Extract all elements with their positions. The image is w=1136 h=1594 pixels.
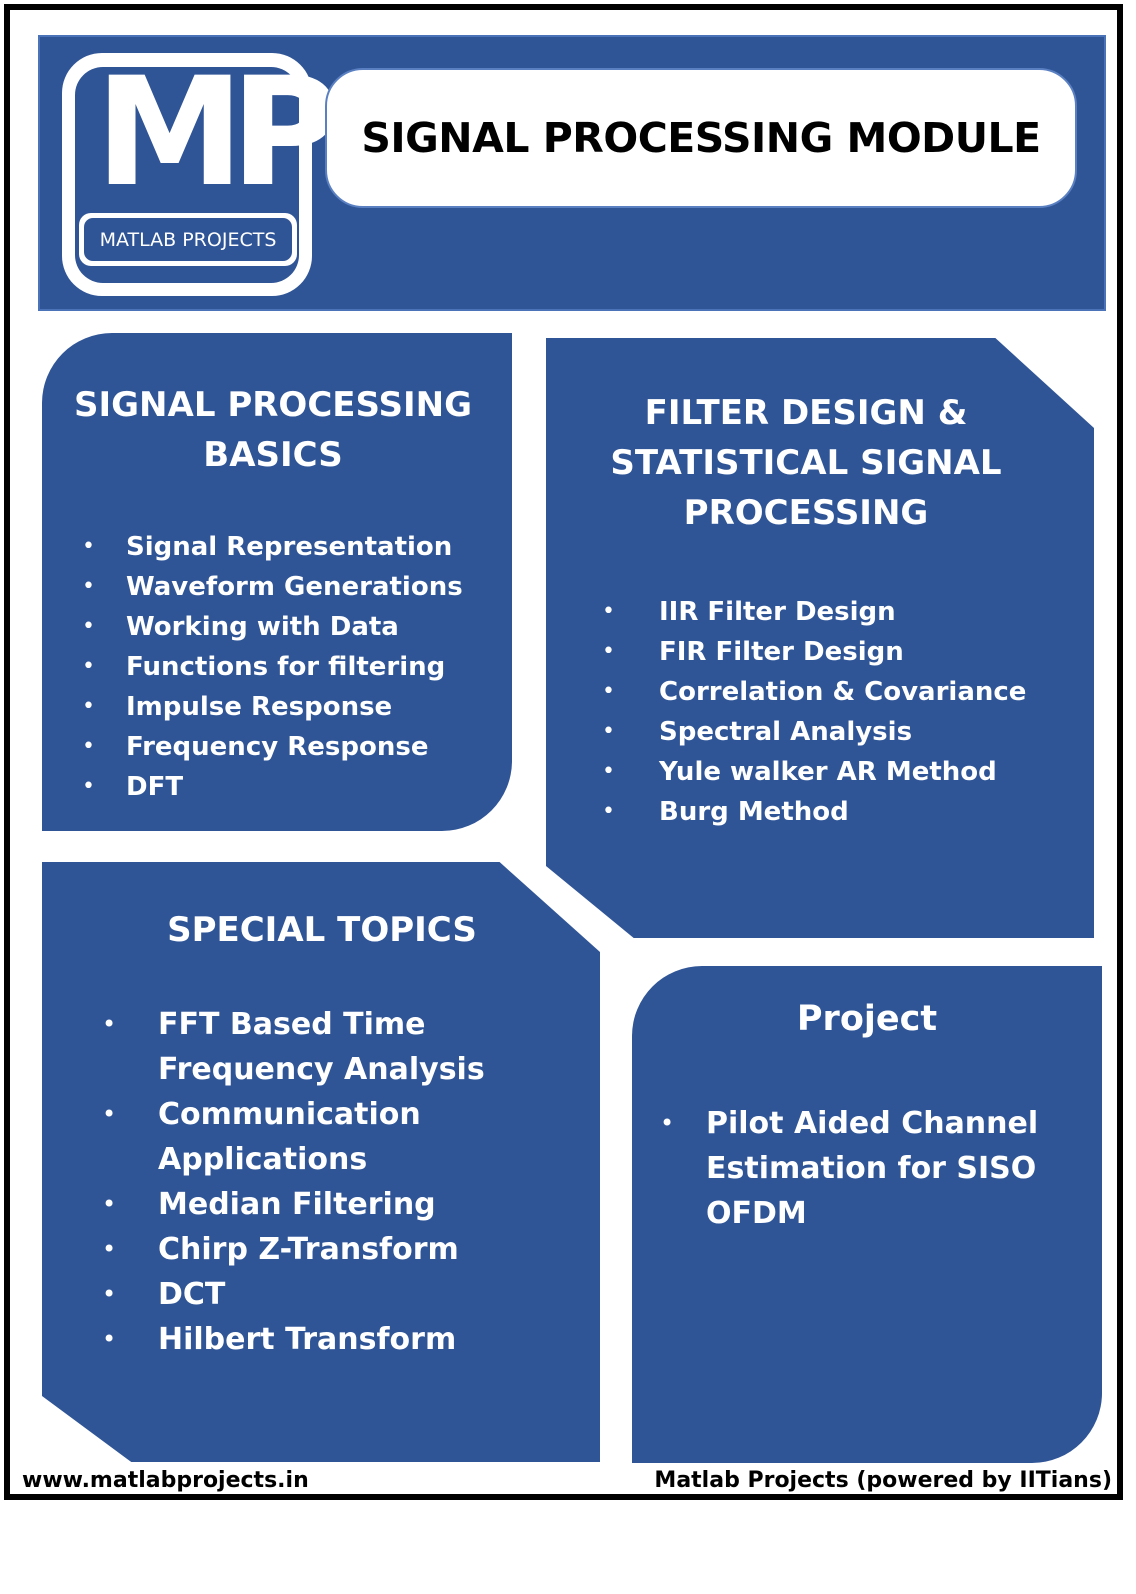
list-item: Hilbert Transform	[42, 1317, 600, 1362]
page-title: SIGNAL PROCESSING MODULE	[325, 68, 1077, 208]
panel-filter-design: FILTER DESIGN & STATISTICAL SIGNAL PROCE…	[546, 338, 1094, 938]
list-item: Correlation & Covariance	[546, 672, 1094, 712]
list-item: IIR Filter Design	[546, 592, 1094, 632]
list-filter: IIR Filter DesignFIR Filter DesignCorrel…	[546, 592, 1094, 832]
footer-website: www.matlabprojects.in	[22, 1468, 309, 1493]
list-basics: Signal RepresentationWaveform Generation…	[42, 527, 512, 807]
panel-signal-processing-basics: SIGNAL PROCESSING BASICS Signal Represen…	[42, 333, 512, 831]
logo-letters: MP	[95, 46, 340, 220]
panel-special-topics: SPECIAL TOPICS FFT Based Time Frequency …	[42, 862, 600, 1462]
panel-title-project: Project	[796, 999, 938, 1039]
panel-title-filter: FILTER DESIGN & STATISTICAL SIGNAL PROCE…	[610, 393, 1002, 533]
list-item: DFT	[42, 767, 512, 807]
list-item: Signal Representation	[42, 527, 512, 567]
list-item: Yule walker AR Method	[546, 752, 1094, 792]
footer-credit: Matlab Projects (powered by IITians)	[654, 1468, 1112, 1493]
list-item: FFT Based Time Frequency Analysis	[42, 1002, 600, 1092]
list-item: Median Filtering	[42, 1182, 600, 1227]
list-item: Functions for filtering	[42, 647, 512, 687]
list-item: Frequency Response	[42, 727, 512, 767]
list-item: Burg Method	[546, 792, 1094, 832]
list-special: FFT Based Time Frequency AnalysisCommuni…	[42, 1002, 600, 1362]
panel-title-special: SPECIAL TOPICS	[167, 910, 477, 950]
panel-project: Project Pilot Aided Channel Estimation f…	[632, 966, 1102, 1463]
list-item: Working with Data	[42, 607, 512, 647]
list-project: Pilot Aided Channel Estimation for SISO …	[632, 1101, 1102, 1236]
list-item: Pilot Aided Channel Estimation for SISO …	[632, 1101, 1102, 1236]
list-item: Waveform Generations	[42, 567, 512, 607]
list-item: DCT	[42, 1272, 600, 1317]
list-item: Spectral Analysis	[546, 712, 1094, 752]
page-frame	[4, 4, 1123, 1500]
list-item: FIR Filter Design	[546, 632, 1094, 672]
list-item: Impulse Response	[42, 687, 512, 727]
logo-tagline: MATLAB PROJECTS	[84, 218, 292, 261]
list-item: Chirp Z-Transform	[42, 1227, 600, 1272]
list-item: Communication Applications	[42, 1092, 600, 1182]
panel-title-basics: SIGNAL PROCESSING BASICS	[74, 385, 472, 475]
